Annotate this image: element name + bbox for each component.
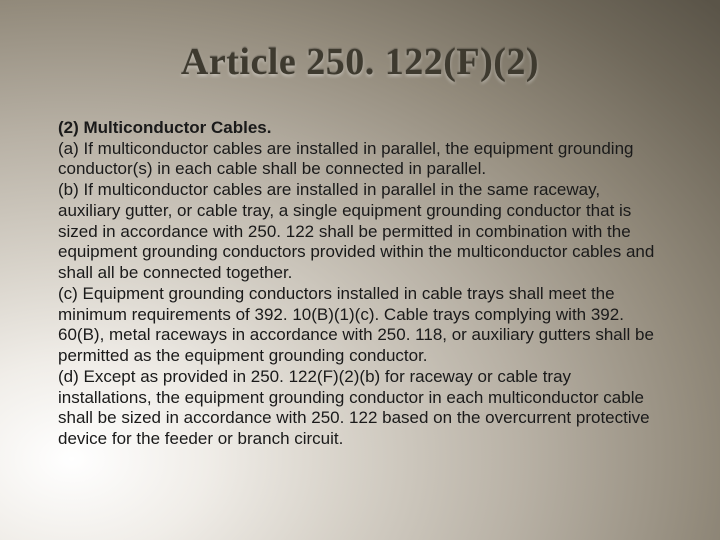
slide-body: (2) Multiconductor Cables. (a) If multic… <box>58 118 662 450</box>
paragraph-b: (b) If multiconductor cables are install… <box>58 180 662 284</box>
paragraph-d: (d) Except as provided in 250. 122(F)(2)… <box>58 367 662 450</box>
slide-title: Article 250. 122(F)(2) <box>58 40 662 84</box>
slide-container: Article 250. 122(F)(2) (2) Multiconducto… <box>0 0 720 540</box>
paragraph-c: (c) Equipment grounding conductors insta… <box>58 284 662 367</box>
paragraph-a: (a) If multiconductor cables are install… <box>58 139 662 180</box>
section-heading: (2) Multiconductor Cables. <box>58 118 662 139</box>
